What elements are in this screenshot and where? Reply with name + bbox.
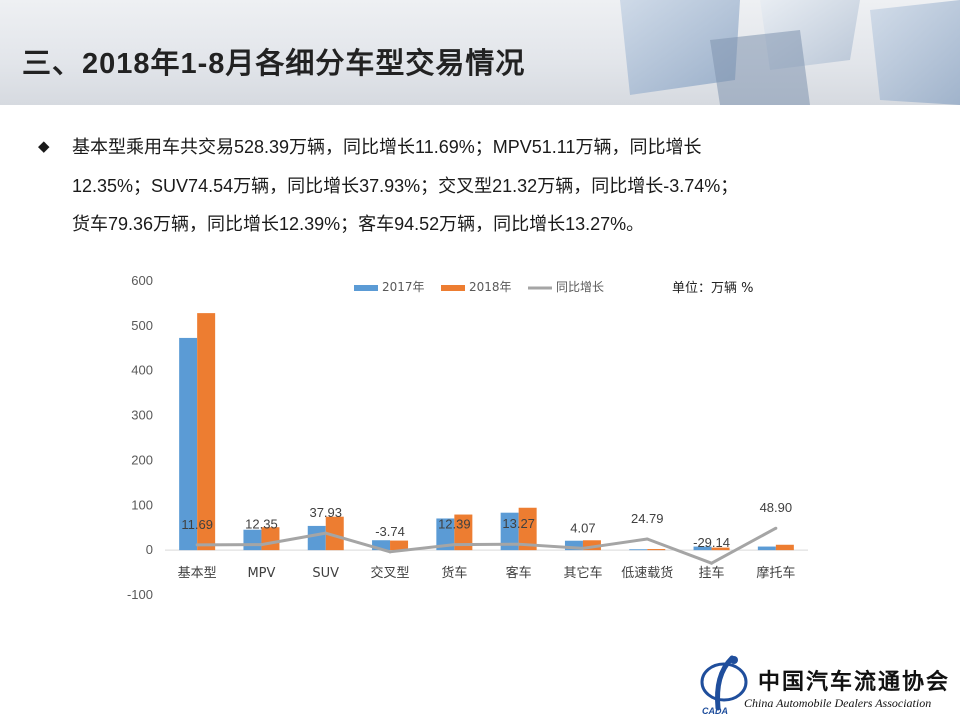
x-tick-label: SUV xyxy=(312,566,339,581)
growth-data-label: -3.74 xyxy=(375,524,405,539)
bar-2018 xyxy=(711,547,730,551)
bullet-diamond-icon: ◆ xyxy=(38,138,50,155)
growth-data-label: 4.07 xyxy=(570,520,595,535)
x-tick-label: MPV xyxy=(247,566,275,581)
growth-data-label: 48.90 xyxy=(760,500,793,515)
summary-line-3: 货车79.36万辆，同比增长12.39%；客车94.52万辆，同比增长13.27… xyxy=(72,214,645,234)
header-decoration xyxy=(620,0,960,105)
growth-data-label: 24.79 xyxy=(631,511,664,526)
y-tick-label: 400 xyxy=(131,363,153,378)
y-tick-label: 100 xyxy=(131,497,153,512)
x-tick-label: 挂车 xyxy=(699,565,725,581)
x-tick-label: 交叉型 xyxy=(371,565,410,581)
vehicle-type-chart: -100 0 100 200 300 400 500 600 基本型 MPV SUV 交叉型 货车 客车 其… xyxy=(127,273,808,602)
legend-swatch-2018 xyxy=(441,285,465,291)
cada-logo: CADA 中国汽车流通协会 China Automobile Dealers A… xyxy=(698,650,960,720)
x-tick-label: 其它车 xyxy=(563,565,602,581)
cada-emblem-icon: CADA xyxy=(700,655,748,716)
summary-line-2: 12.35%；SUV74.54万辆，同比增长37.93%；交叉型21.32万辆，… xyxy=(72,175,739,196)
bar-2018 xyxy=(325,516,344,551)
growth-point xyxy=(452,543,456,547)
growth-data-label: 12.35 xyxy=(245,517,278,532)
growth-data-label: 13.27 xyxy=(502,516,535,531)
growth-data-label: -29.14 xyxy=(693,535,730,550)
bar-2017 xyxy=(179,337,198,551)
bar-2017 xyxy=(500,512,519,551)
header-banner: 三、2018年1-8月各细分车型交易情况 xyxy=(0,0,960,105)
bar-2018 xyxy=(775,544,794,551)
bar-2017 xyxy=(243,529,262,551)
bar-2018 xyxy=(390,540,409,551)
bar-2017 xyxy=(629,549,648,551)
growth-point xyxy=(388,550,392,554)
unit-label: 单位：万辆 % xyxy=(672,281,754,296)
bar-2018 xyxy=(197,313,216,551)
legend-label-growth: 同比增长 xyxy=(556,280,604,294)
y-tick-label: 500 xyxy=(131,318,153,333)
growth-point xyxy=(259,543,263,547)
y-tick-label: 300 xyxy=(131,408,153,423)
summary-line-1: 基本型乘用车共交易528.39万辆，同比增长11.69%；MPV51.11万辆，… xyxy=(72,137,702,157)
bar-2018 xyxy=(454,514,473,551)
y-tick-label: -100 xyxy=(127,587,153,602)
page-title: 三、2018年1-8月各细分车型交易情况 xyxy=(22,48,526,80)
logo-english-name: China Automobile Dealers Association xyxy=(744,696,932,710)
bar-2017 xyxy=(307,525,326,551)
growth-data-label: 12.39 xyxy=(438,517,471,532)
growth-point xyxy=(645,537,649,541)
y-tick-label: 200 xyxy=(131,452,153,467)
legend-swatch-2017 xyxy=(354,285,378,291)
logo-chinese-name: 中国汽车流通协会 xyxy=(758,669,951,695)
bar-2017 xyxy=(693,546,712,551)
bar-2017 xyxy=(564,540,583,551)
growth-point xyxy=(710,561,714,565)
growth-line-series xyxy=(197,526,777,565)
bar-2017 xyxy=(372,540,391,551)
x-tick-label: 货车 xyxy=(441,565,467,581)
growth-point xyxy=(774,526,778,530)
x-tick-label: 基本型 xyxy=(178,566,217,581)
x-tick-label: 摩托车 xyxy=(756,565,795,581)
growth-point xyxy=(517,542,521,546)
svg-text:CADA: CADA xyxy=(702,706,728,716)
growth-point xyxy=(581,546,585,550)
bar-2017 xyxy=(436,518,455,551)
growth-data-label: 37.93 xyxy=(309,505,342,520)
growth-data-label: 11.69 xyxy=(181,517,213,532)
x-tick-label: 低速载货 xyxy=(621,565,673,581)
y-tick-label: 600 xyxy=(131,273,153,288)
bar-2018 xyxy=(647,549,666,551)
legend-label-2017: 2017年 xyxy=(382,280,425,294)
growth-point xyxy=(195,543,199,547)
x-tick-label: 客车 xyxy=(506,565,532,581)
bar-2018 xyxy=(582,540,601,551)
y-tick-label: 0 xyxy=(146,542,153,557)
bar-2018 xyxy=(518,507,537,551)
growth-point xyxy=(324,531,328,535)
bar-2017 xyxy=(757,546,776,551)
legend-label-2018: 2018年 xyxy=(469,280,512,294)
